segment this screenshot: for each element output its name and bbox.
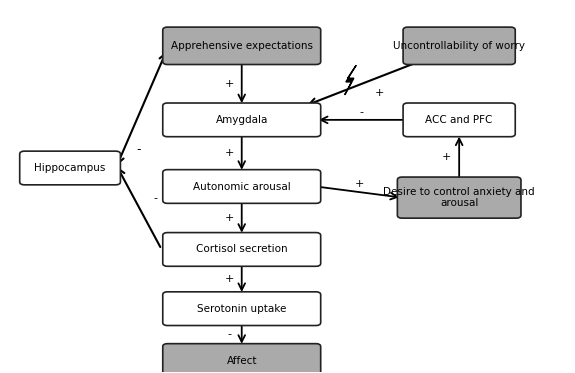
FancyBboxPatch shape xyxy=(403,103,515,137)
Polygon shape xyxy=(345,65,356,95)
Text: Apprehensive expectations: Apprehensive expectations xyxy=(171,41,313,51)
Text: +: + xyxy=(354,179,364,189)
Text: +: + xyxy=(442,152,451,162)
Text: +: + xyxy=(224,213,234,223)
Text: Amygdala: Amygdala xyxy=(216,115,268,125)
FancyBboxPatch shape xyxy=(163,103,321,137)
Text: +: + xyxy=(224,148,234,158)
FancyBboxPatch shape xyxy=(163,292,321,326)
Text: -: - xyxy=(360,107,364,117)
Text: +: + xyxy=(374,88,384,98)
FancyBboxPatch shape xyxy=(20,151,120,185)
Text: Uncontrollability of worry: Uncontrollability of worry xyxy=(393,41,525,51)
Text: -: - xyxy=(227,330,231,339)
Text: Cortisol secretion: Cortisol secretion xyxy=(196,244,288,254)
Text: -: - xyxy=(154,192,158,203)
Text: +: + xyxy=(224,274,234,284)
Text: ACC and PFC: ACC and PFC xyxy=(426,115,493,125)
Text: Desire to control anxiety and
arousal: Desire to control anxiety and arousal xyxy=(384,187,535,209)
FancyBboxPatch shape xyxy=(403,27,515,65)
Text: Affect: Affect xyxy=(227,355,257,366)
Text: Hippocampus: Hippocampus xyxy=(34,163,106,173)
FancyBboxPatch shape xyxy=(397,177,521,218)
FancyBboxPatch shape xyxy=(163,170,321,203)
Text: -: - xyxy=(136,143,141,156)
FancyBboxPatch shape xyxy=(163,233,321,266)
Text: Autonomic arousal: Autonomic arousal xyxy=(193,182,290,191)
Text: +: + xyxy=(224,79,234,89)
FancyBboxPatch shape xyxy=(163,344,321,373)
Text: Serotonin uptake: Serotonin uptake xyxy=(197,304,286,314)
FancyBboxPatch shape xyxy=(163,27,321,65)
